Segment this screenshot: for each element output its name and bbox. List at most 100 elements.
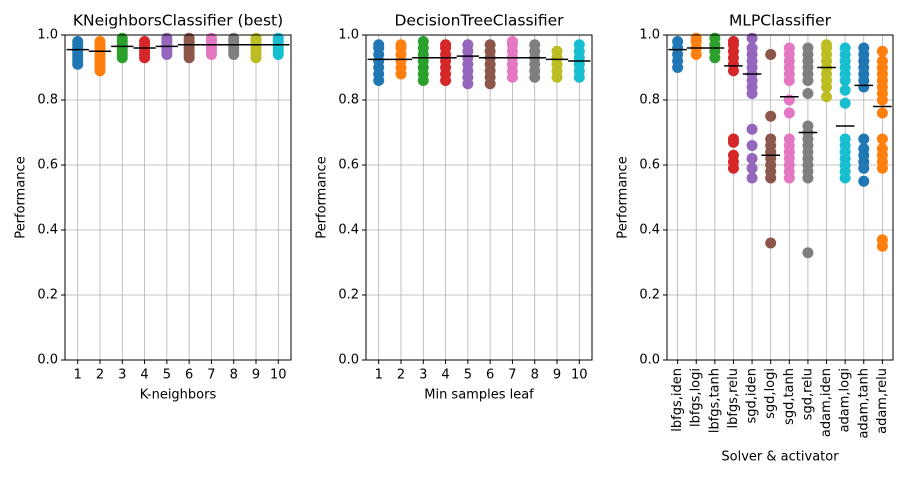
subplot: 0.0 0.2 0.4 0.6 0.8 1.0 1 2 3 4 5 6 7 8 9 10 DecisionTre…	[315, 12, 593, 403]
x-tick-label: adam,logi	[838, 368, 853, 432]
x-tick-label: sgd,tanh	[782, 368, 797, 425]
data-point	[746, 42, 758, 54]
data-point	[746, 172, 758, 184]
x-tick-label: lbfgs,relu	[726, 368, 741, 429]
data-point	[395, 39, 407, 51]
x-tick-label: adam,tanh	[856, 368, 871, 439]
x-tick-label: sgd,relu	[800, 368, 815, 420]
chart-title: DecisionTreeClassifier	[394, 12, 564, 30]
x-tick-label: lbfgs,iden	[670, 368, 685, 432]
x-tick-label: 9	[252, 368, 260, 383]
y-tick-label: 0.0	[37, 353, 58, 368]
data-point	[802, 42, 814, 54]
data-point	[783, 107, 795, 119]
y-tick-label: 0.6	[37, 158, 58, 173]
x-tick-label: 10	[270, 368, 287, 383]
x-tick-label: adam,iden	[819, 368, 834, 437]
data-point	[573, 39, 585, 51]
x-axis-label: K-neighbors	[140, 388, 217, 403]
data-point	[709, 32, 721, 44]
data-point	[876, 133, 888, 145]
data-point	[746, 32, 758, 44]
chart-title: KNeighborsClassifier (best)	[73, 12, 283, 30]
data-point	[417, 36, 429, 47]
data-point	[373, 39, 385, 51]
data-point	[116, 32, 128, 44]
data-point	[765, 49, 777, 60]
x-axis-label: Min samples leaf	[424, 388, 534, 403]
y-axis-label: Performance	[315, 156, 330, 238]
data-point	[821, 39, 833, 51]
data-point	[139, 36, 151, 47]
axes-frame	[666, 34, 894, 361]
data-point	[746, 162, 758, 174]
x-tick-label: 1	[375, 368, 383, 383]
data-point	[802, 120, 814, 132]
y-tick-label: 0.4	[639, 223, 660, 238]
y-tick-label: 0.8	[37, 93, 58, 108]
data-point	[783, 42, 795, 54]
data-point	[765, 133, 777, 145]
x-tick-label: 3	[419, 368, 427, 383]
data-point	[484, 39, 496, 51]
x-tick-label: 3	[118, 368, 126, 383]
data-point	[858, 42, 870, 54]
x-tick-label: 4	[140, 368, 148, 383]
data-point	[858, 133, 870, 145]
data-point	[765, 237, 777, 249]
data-point	[205, 32, 217, 44]
data-point	[228, 32, 240, 44]
y-tick-label: 0.6	[639, 158, 660, 173]
x-tick-label: 7	[508, 368, 516, 383]
data-point	[839, 42, 851, 54]
x-tick-label: 10	[571, 368, 588, 383]
x-tick-label: lbfgs,logi	[689, 368, 704, 427]
data-point	[727, 149, 739, 161]
x-tick-label: sgd,logi	[763, 368, 778, 419]
y-tick-label: 0.6	[338, 158, 359, 173]
data-point	[858, 175, 870, 187]
axes-frame	[365, 34, 593, 361]
data-point	[858, 143, 870, 155]
y-axis-label: Performance	[14, 156, 29, 238]
data-point	[802, 247, 814, 259]
data-point	[250, 32, 262, 44]
data-point	[839, 97, 851, 109]
y-tick-label: 0.0	[639, 353, 660, 368]
data-point	[765, 110, 777, 122]
y-tick-label: 0.4	[37, 223, 58, 238]
data-point	[821, 91, 833, 103]
x-tick-label: 6	[486, 368, 494, 383]
data-point	[746, 140, 758, 151]
data-point	[876, 107, 888, 119]
axes-frame	[64, 34, 292, 361]
data-point	[802, 88, 814, 99]
data-point	[506, 36, 518, 47]
x-tick-label: lbfgs,tanh	[707, 368, 722, 433]
x-tick-label: 2	[397, 368, 405, 383]
subplot: 0.0 0.2 0.4 0.6 0.8 1.0 1 2 3 4 5 6 7 8 9 10 KNeighborsC…	[14, 12, 292, 403]
x-tick-label: 5	[163, 368, 171, 383]
data-point	[839, 133, 851, 145]
x-tick-label: 5	[464, 368, 472, 383]
data-point	[440, 39, 452, 51]
data-point	[746, 123, 758, 135]
y-tick-label: 0.0	[338, 353, 359, 368]
y-axis-label: Performance	[616, 156, 631, 238]
data-point	[272, 32, 284, 44]
y-tick-label: 0.2	[639, 288, 660, 303]
data-point	[672, 36, 684, 47]
y-tick-label: 0.8	[338, 93, 359, 108]
x-tick-label: 7	[207, 368, 215, 383]
x-tick-label: 8	[531, 368, 539, 383]
y-tick-label: 0.8	[639, 93, 660, 108]
data-point	[876, 45, 888, 57]
data-point	[727, 36, 739, 47]
y-tick-label: 1.0	[37, 28, 58, 43]
x-tick-label: sgd,iden	[745, 368, 760, 424]
x-tick-label: 2	[96, 368, 104, 383]
x-tick-label: 4	[441, 368, 449, 383]
data-point	[529, 39, 541, 51]
